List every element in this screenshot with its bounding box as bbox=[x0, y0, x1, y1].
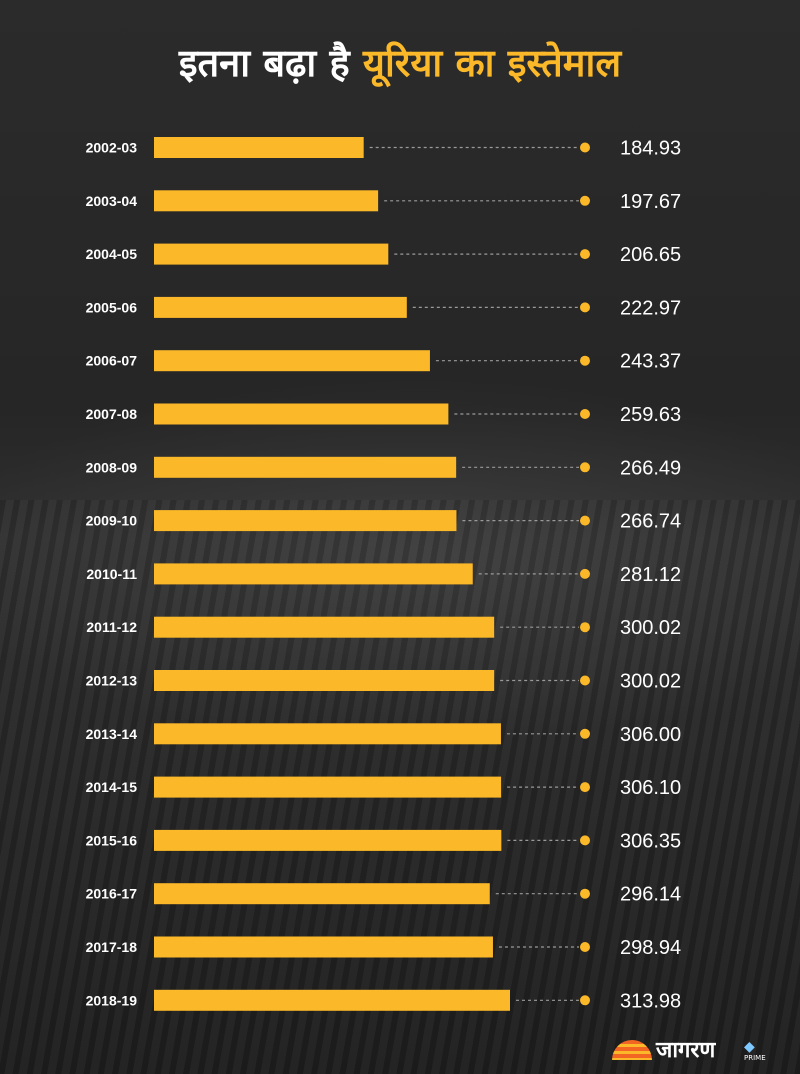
bar bbox=[154, 243, 389, 265]
value-label: 306.10 bbox=[620, 777, 681, 799]
value-label: 306.00 bbox=[620, 724, 681, 746]
value-label: 296.14 bbox=[620, 884, 681, 906]
leader-dot bbox=[580, 462, 590, 473]
bar bbox=[154, 883, 490, 905]
value-label: 300.02 bbox=[620, 617, 681, 639]
category-label: 2014-15 bbox=[86, 779, 138, 795]
bar bbox=[154, 723, 501, 745]
bar bbox=[154, 616, 495, 638]
value-label: 313.98 bbox=[620, 990, 681, 1012]
title-part-1: इतना बढ़ा है bbox=[178, 41, 350, 85]
leader-dot bbox=[580, 515, 590, 526]
leader-dot bbox=[580, 782, 590, 793]
leader-dot bbox=[580, 728, 590, 739]
value-label: 206.65 bbox=[620, 244, 681, 266]
bar bbox=[154, 829, 502, 851]
jagran-prime-logo: जागरण ◆ PRIME bbox=[612, 1034, 772, 1064]
value-label: 266.49 bbox=[620, 457, 681, 479]
bar bbox=[154, 989, 510, 1011]
bar bbox=[154, 510, 457, 532]
category-label: 2006-07 bbox=[86, 353, 138, 369]
bar bbox=[154, 296, 407, 318]
bar bbox=[154, 137, 364, 158]
category-label: 2013-14 bbox=[86, 726, 138, 742]
chart-title: इतना बढ़ा है यूरिया का इस्तेमाल bbox=[0, 36, 800, 88]
category-label: 2011-12 bbox=[86, 619, 137, 635]
diamond-icon: ◆ bbox=[744, 1038, 755, 1054]
category-label: 2004-05 bbox=[86, 246, 138, 262]
category-label: 2005-06 bbox=[86, 299, 138, 315]
sun-logo-icon bbox=[612, 1040, 652, 1060]
bar bbox=[154, 350, 430, 372]
title-part-2-highlight: यूरिया का इस्तेमाल bbox=[362, 41, 622, 85]
bar bbox=[154, 456, 457, 478]
leader-dot bbox=[580, 249, 590, 260]
leader-dot bbox=[580, 302, 590, 313]
leader-dot bbox=[580, 195, 590, 206]
leader-dot bbox=[580, 675, 590, 686]
category-label: 2008-09 bbox=[86, 459, 138, 475]
bar bbox=[154, 190, 379, 212]
value-label: 259.63 bbox=[620, 404, 681, 426]
leader-dot bbox=[580, 995, 590, 1006]
leader-dot bbox=[580, 409, 590, 419]
value-label: 266.74 bbox=[620, 511, 681, 533]
value-label: 184.93 bbox=[620, 138, 681, 160]
logo-prime-label: PRIME bbox=[744, 1054, 766, 1062]
logo-text: जागरण bbox=[656, 1038, 716, 1063]
category-label: 2015-16 bbox=[86, 832, 138, 848]
value-label: 306.35 bbox=[620, 830, 681, 852]
leader-dot bbox=[580, 142, 590, 153]
leader-dot bbox=[580, 888, 590, 899]
category-label: 2007-08 bbox=[86, 406, 138, 422]
leader-dot bbox=[580, 835, 590, 846]
category-label: 2003-04 bbox=[86, 193, 138, 209]
category-label: 2002-03 bbox=[86, 140, 138, 156]
bar bbox=[154, 670, 495, 691]
value-label: 243.37 bbox=[620, 351, 681, 373]
category-label: 2009-10 bbox=[86, 513, 138, 529]
value-label: 298.94 bbox=[620, 937, 681, 959]
leader-dot bbox=[580, 942, 590, 952]
value-label: 222.97 bbox=[620, 297, 681, 319]
category-label: 2010-11 bbox=[86, 566, 137, 582]
bar bbox=[154, 403, 449, 425]
leader-dot bbox=[580, 355, 590, 366]
category-label: 2018-19 bbox=[86, 992, 138, 1008]
bar bbox=[154, 936, 493, 958]
value-label: 281.12 bbox=[620, 564, 681, 586]
bar bbox=[154, 563, 473, 585]
leader-dot bbox=[580, 622, 590, 633]
leader-dot bbox=[580, 568, 590, 579]
value-label: 300.02 bbox=[620, 671, 681, 693]
value-label: 197.67 bbox=[620, 191, 681, 213]
category-label: 2012-13 bbox=[86, 673, 138, 689]
category-label: 2016-17 bbox=[86, 886, 138, 902]
category-label: 2017-18 bbox=[86, 939, 138, 955]
bar bbox=[154, 776, 502, 798]
